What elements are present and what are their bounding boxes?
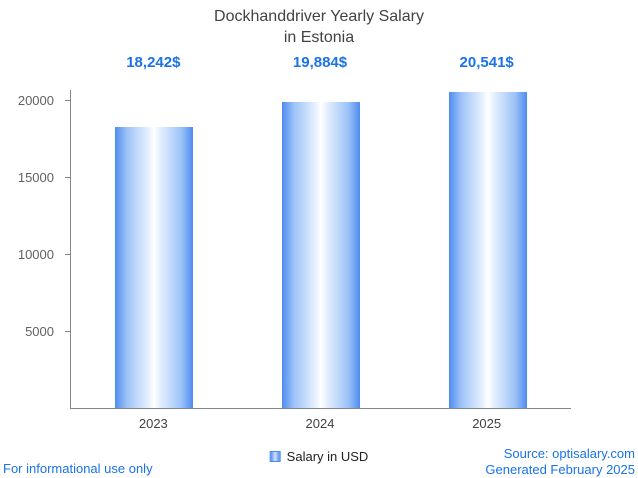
bar-value-label-2024: 19,884$: [292, 54, 348, 71]
generated-date: Generated February 2025: [485, 461, 635, 477]
y-tick-mark: [65, 254, 71, 255]
y-tick-label: 20000: [17, 93, 54, 108]
source-link[interactable]: Source: optisalary.com: [503, 446, 635, 461]
y-tick-label: 15000: [17, 170, 54, 185]
chart-title-line1: Dockhanddriver Yearly Salary: [214, 8, 424, 25]
bar-2025[interactable]: [448, 91, 527, 408]
bar-value-label-2025: 20,541$: [459, 54, 514, 71]
y-tick-mark: [65, 331, 71, 332]
y-tick-label: 5000: [25, 324, 54, 339]
footer-source-block: Source: optisalary.com Generated Februar…: [485, 446, 635, 478]
y-tick-label: 10000: [17, 247, 54, 262]
bar-value-labels-row: 18,242$ 19,884$ 20,541$: [70, 54, 570, 76]
y-tick-mark: [65, 100, 71, 101]
disclaimer-text: For informational use only: [3, 461, 153, 476]
x-axis-label-2024: 2024: [305, 416, 335, 431]
bar-2024[interactable]: [282, 101, 360, 408]
plot-area: [65, 90, 571, 409]
legend-swatch-icon: [269, 451, 281, 462]
chart-title-line2: in Estonia: [283, 28, 355, 46]
bar-2023[interactable]: [115, 127, 194, 408]
legend: Salary in USD: [269, 449, 369, 464]
chart-title: Dockhanddriver Yearly Salary in Estonia: [0, 7, 638, 49]
x-axis-label-2025: 2025: [472, 416, 502, 431]
y-tick-mark: [65, 177, 71, 178]
legend-label: Salary in USD: [286, 449, 369, 464]
x-axis-label-2023: 2023: [138, 416, 168, 431]
y-axis-tick-labels: 5000 10000 15000 20000: [0, 90, 62, 408]
bar-value-label-2023: 18,242$: [126, 54, 181, 71]
x-axis-labels: 2023 2024 2025: [70, 416, 570, 434]
